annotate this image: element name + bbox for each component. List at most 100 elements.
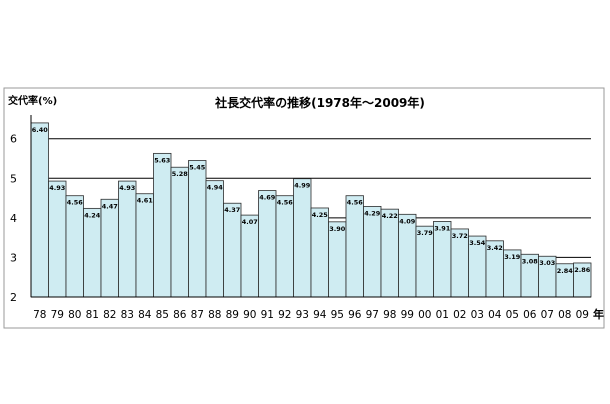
bar bbox=[275, 195, 294, 298]
bar bbox=[363, 205, 382, 298]
x-tick-label: 00 bbox=[418, 309, 431, 321]
data-label: 5.45 bbox=[189, 164, 206, 172]
data-label: 3.42 bbox=[487, 244, 503, 252]
x-tick-labels: 78 79 80 81 82 83 84 85 86 87 88 89 90 91 92 93 94 95 96 97… bbox=[33, 309, 589, 321]
bar bbox=[293, 178, 312, 298]
data-label: 4.94 bbox=[207, 184, 224, 192]
x-tick-label: 83 bbox=[121, 309, 134, 321]
bar bbox=[205, 180, 224, 298]
data-label: 2.84 bbox=[557, 267, 574, 275]
x-tick-label: 96 bbox=[348, 309, 362, 321]
x-tick-label: 05 bbox=[506, 309, 519, 321]
data-label: 4.22 bbox=[382, 212, 398, 220]
x-tick-label: 87 bbox=[191, 309, 204, 321]
value-labels: 6.404.934.564.244.474.934.615.635.285.45… bbox=[32, 126, 591, 275]
bar bbox=[135, 193, 154, 298]
x-tick-label: 97 bbox=[366, 309, 379, 321]
data-label: 3.91 bbox=[434, 224, 451, 232]
bar bbox=[118, 180, 137, 298]
bar bbox=[83, 207, 102, 298]
bar bbox=[380, 208, 399, 298]
bar bbox=[328, 221, 347, 298]
bar bbox=[345, 195, 364, 298]
x-tick-label: 09 bbox=[576, 309, 589, 321]
x-tick-label: 03 bbox=[471, 309, 484, 321]
data-label: 4.56 bbox=[347, 199, 364, 207]
data-label: 3.79 bbox=[417, 229, 434, 237]
data-label: 4.29 bbox=[364, 209, 381, 217]
data-label: 4.69 bbox=[259, 194, 276, 202]
data-label: 6.40 bbox=[32, 126, 49, 134]
bar bbox=[100, 198, 119, 298]
y-tick-label: 5 bbox=[10, 172, 17, 185]
bars bbox=[30, 122, 592, 298]
x-tick-label: 99 bbox=[401, 309, 414, 321]
data-label: 4.56 bbox=[277, 199, 294, 207]
x-tick-label: 04 bbox=[488, 309, 502, 321]
bar bbox=[188, 160, 207, 298]
x-tick-label: 02 bbox=[453, 309, 466, 321]
data-label: 4.61 bbox=[137, 197, 154, 205]
x-tick-label: 08 bbox=[558, 309, 571, 321]
y-tick-label: 2 bbox=[10, 291, 17, 304]
y-tick-labels: 2 3 4 5 6 bbox=[10, 133, 17, 304]
data-label: 4.09 bbox=[399, 217, 416, 225]
bar bbox=[433, 221, 452, 298]
x-tick-label: 94 bbox=[313, 309, 327, 321]
y-axis-label: 交代率(%) bbox=[8, 94, 57, 107]
x-tick-label: 01 bbox=[436, 309, 449, 321]
x-tick-label: 95 bbox=[331, 309, 344, 321]
data-label: 3.90 bbox=[329, 225, 346, 233]
data-label: 3.08 bbox=[522, 257, 539, 265]
bar bbox=[48, 180, 67, 298]
data-label: 4.93 bbox=[49, 184, 65, 192]
x-tick-label: 90 bbox=[243, 309, 256, 321]
data-label: 4.56 bbox=[67, 199, 84, 207]
bar bbox=[65, 195, 84, 298]
x-tick-label: 81 bbox=[86, 309, 99, 321]
data-label: 2.86 bbox=[574, 266, 591, 274]
bar bbox=[258, 190, 277, 298]
data-label: 4.47 bbox=[102, 202, 118, 210]
data-label: 4.07 bbox=[242, 218, 258, 226]
data-label: 4.37 bbox=[224, 206, 240, 214]
data-label: 4.24 bbox=[84, 211, 101, 219]
bar bbox=[310, 207, 329, 298]
x-tick-label: 07 bbox=[541, 309, 554, 321]
x-tick-label: 79 bbox=[51, 309, 64, 321]
x-tick-label: 86 bbox=[173, 309, 187, 321]
x-tick-label: 92 bbox=[278, 309, 291, 321]
bar bbox=[223, 202, 242, 298]
bar bbox=[170, 166, 189, 298]
data-label: 5.63 bbox=[154, 156, 170, 164]
x-tick-label: 78 bbox=[33, 309, 46, 321]
data-label: 5.28 bbox=[172, 170, 189, 178]
data-label: 3.03 bbox=[539, 259, 555, 267]
data-label: 4.93 bbox=[119, 184, 135, 192]
bar bbox=[153, 152, 172, 298]
y-tick-label: 6 bbox=[10, 133, 17, 146]
x-tick-label: 84 bbox=[138, 309, 152, 321]
data-label: 4.99 bbox=[294, 182, 311, 190]
y-tick-label: 4 bbox=[10, 212, 17, 225]
bar bbox=[30, 122, 49, 298]
data-label: 4.25 bbox=[312, 211, 329, 219]
bar bbox=[240, 214, 259, 298]
x-tick-label: 80 bbox=[68, 309, 81, 321]
bar bbox=[398, 213, 417, 298]
data-label: 3.19 bbox=[504, 253, 521, 261]
x-tick-label: 93 bbox=[296, 309, 309, 321]
x-tick-label: 06 bbox=[523, 309, 537, 321]
x-tick-label: 88 bbox=[208, 309, 221, 321]
x-tick-label: 85 bbox=[156, 309, 169, 321]
x-axis-unit-label: 年 bbox=[593, 307, 604, 321]
y-tick-label: 3 bbox=[10, 251, 17, 264]
x-tick-label: 89 bbox=[226, 309, 239, 321]
data-label: 3.72 bbox=[452, 232, 468, 240]
data-label: 3.54 bbox=[469, 239, 486, 247]
chart-title: 社長交代率の推移(1978年～2009年) bbox=[214, 95, 425, 110]
x-tick-label: 82 bbox=[103, 309, 116, 321]
x-tick-label: 98 bbox=[383, 309, 396, 321]
